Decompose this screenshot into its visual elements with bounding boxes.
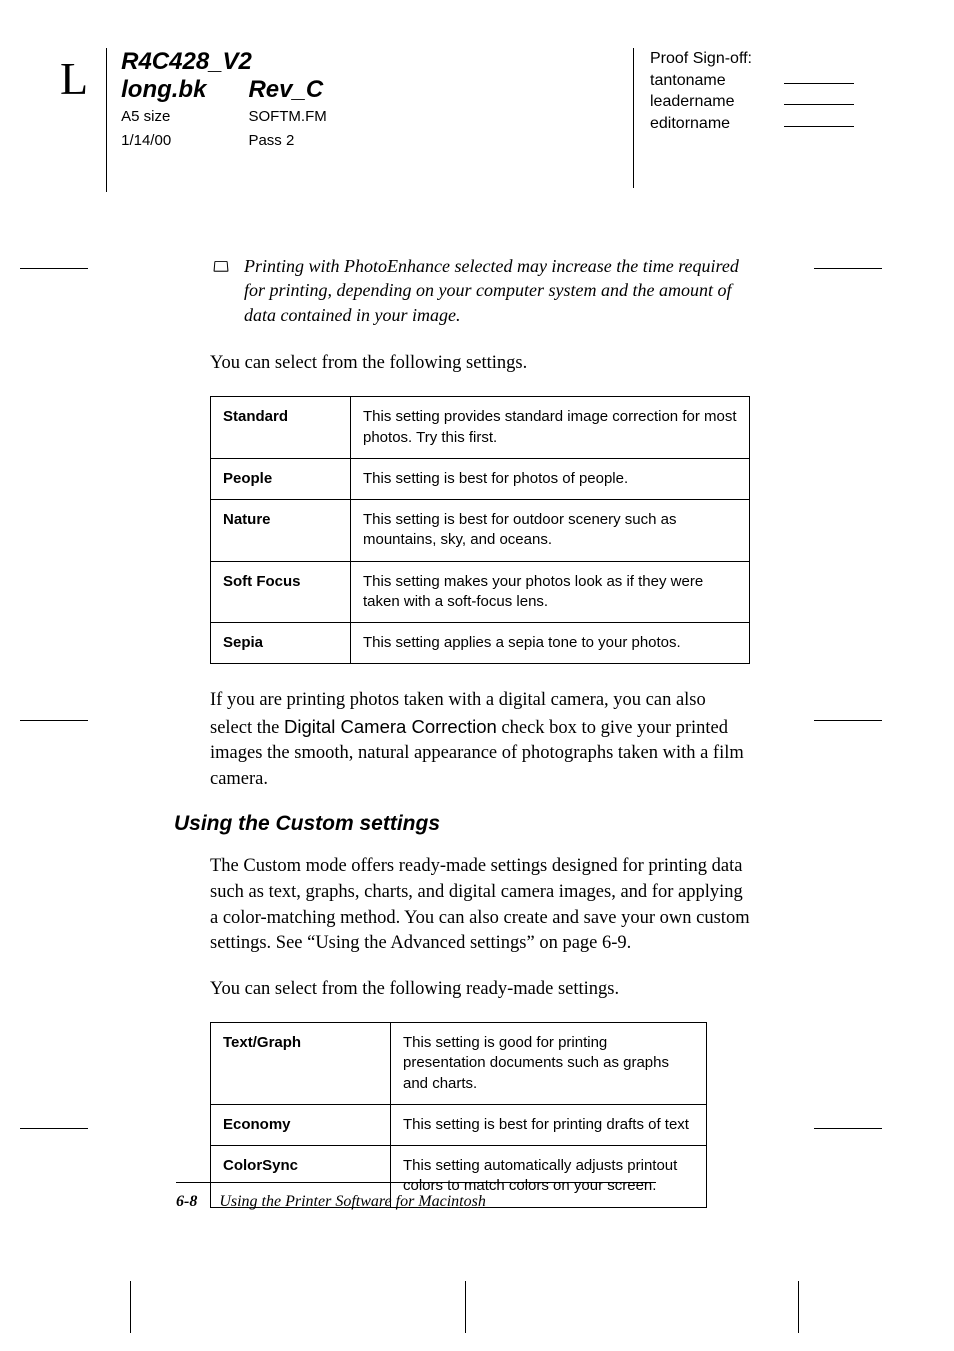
signoff-name: leadername: [650, 91, 784, 113]
crop-mark: [465, 1281, 466, 1333]
custom-settings-table: Text/Graph This setting is good for prin…: [210, 1022, 707, 1208]
signoff-line: [784, 70, 854, 84]
bullet-icon: [213, 261, 228, 272]
table-row: Sepia This setting applies a sepia tone …: [211, 623, 750, 664]
crop-mark: [20, 720, 88, 721]
signoff-block: Proof Sign-off: tantoname leadername edi…: [633, 48, 894, 188]
setting-name: Economy: [211, 1104, 391, 1145]
table-row: Economy This setting is best for printin…: [211, 1104, 707, 1145]
setting-desc: This setting is good for printing presen…: [391, 1023, 707, 1105]
crop-mark: [814, 1128, 882, 1129]
side-letter: L: [60, 48, 106, 105]
main-content: Printing with PhotoEnhance selected may …: [210, 254, 750, 1232]
header-left: L R4C428_V2 long.bk A5 size 1/14/00 Rev_…: [60, 48, 327, 188]
setting-desc: This setting is best for printing drafts…: [391, 1104, 707, 1145]
dc-term: Digital Camera Correction: [284, 716, 497, 737]
chapter-title: Using the Printer Software for Macintosh: [219, 1193, 486, 1210]
table-row: Standard This setting provides standard …: [211, 397, 750, 459]
note-bullet: Printing with PhotoEnhance selected may …: [214, 254, 750, 327]
doc-date: 1/14/00: [121, 131, 206, 151]
table-row: Soft Focus This setting makes your photo…: [211, 561, 750, 623]
book-name: long.bk: [121, 76, 206, 104]
note-text: Printing with PhotoEnhance selected may …: [244, 254, 750, 327]
intro-paragraph: You can select from the following settin…: [210, 351, 750, 377]
table-row: Text/Graph This setting is good for prin…: [211, 1023, 707, 1105]
table-row: People This setting is best for photos o…: [211, 458, 750, 499]
crop-mark: [20, 1128, 88, 1129]
setting-desc: This setting applies a sepia tone to you…: [351, 623, 750, 664]
section-heading: Using the Custom settings: [174, 812, 750, 836]
setting-name: Text/Graph: [211, 1023, 391, 1105]
custom-mode-paragraph: The Custom mode offers ready-made settin…: [210, 854, 750, 956]
signoff-name: tantoname: [650, 70, 784, 92]
signoff-line: [784, 113, 854, 127]
setting-desc: This setting is best for photos of peopl…: [351, 458, 750, 499]
crop-mark: [814, 720, 882, 721]
page-footer: 6-8 Using the Printer Software for Macint…: [176, 1182, 716, 1211]
setting-name: Nature: [211, 500, 351, 562]
pass-number: Pass 2: [248, 131, 326, 151]
footer-rule: [176, 1182, 656, 1183]
digital-camera-paragraph: If you are printing photos taken with a …: [210, 688, 750, 792]
setting-name: Soft Focus: [211, 561, 351, 623]
setting-desc: This setting makes your photos look as i…: [351, 561, 750, 623]
page-size: A5 size: [121, 107, 206, 127]
revision: Rev_C: [248, 76, 326, 104]
crop-mark: [130, 1281, 131, 1333]
setting-desc: This setting provides standard image cor…: [351, 397, 750, 459]
doc-meta: R4C428_V2 long.bk A5 size 1/14/00 Rev_C …: [106, 48, 327, 192]
photoenhance-settings-table: Standard This setting provides standard …: [210, 396, 750, 664]
doc-code: R4C428_V2: [121, 48, 327, 76]
signoff-name: editorname: [650, 113, 784, 135]
page-header: L R4C428_V2 long.bk A5 size 1/14/00 Rev_…: [60, 48, 894, 188]
setting-name: Standard: [211, 397, 351, 459]
intro-paragraph-2: You can select from the following ready-…: [210, 977, 750, 1003]
crop-mark: [814, 268, 882, 269]
setting-desc: This setting is best for outdoor scenery…: [351, 500, 750, 562]
setting-name: Sepia: [211, 623, 351, 664]
signoff-title: Proof Sign-off:: [650, 48, 854, 70]
crop-mark: [798, 1281, 799, 1333]
signoff-line: [784, 91, 854, 105]
table-row: Nature This setting is best for outdoor …: [211, 500, 750, 562]
file-name: SOFTM.FM: [248, 107, 326, 127]
crop-mark: [20, 268, 88, 269]
setting-name: People: [211, 458, 351, 499]
page-number: 6-8: [176, 1193, 197, 1210]
